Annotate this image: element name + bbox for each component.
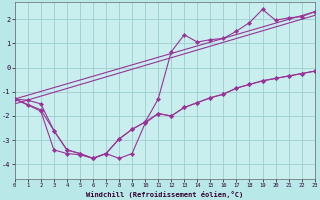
X-axis label: Windchill (Refroidissement éolien,°C): Windchill (Refroidissement éolien,°C) <box>86 191 243 198</box>
